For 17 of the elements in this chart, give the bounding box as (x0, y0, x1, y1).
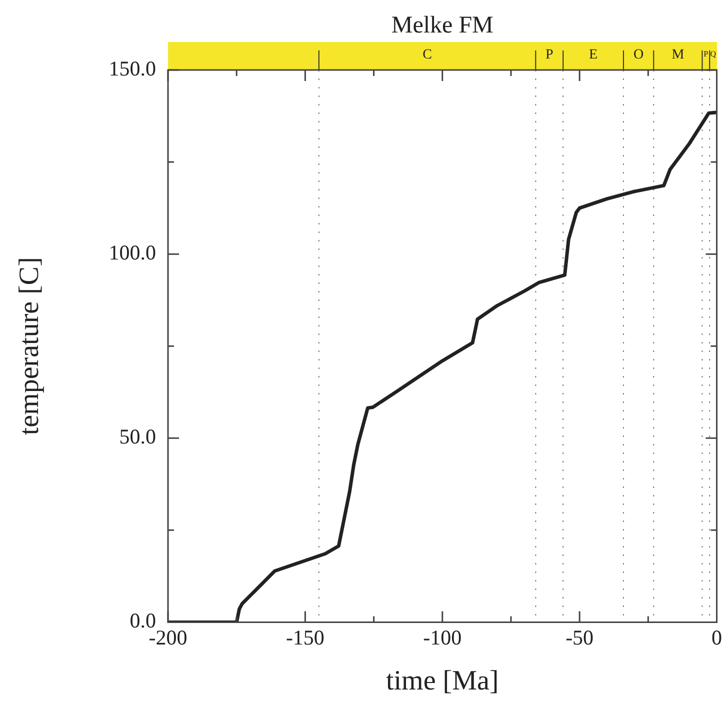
y-tick-label: 100.0 (108, 240, 156, 265)
x-tick-label: -150 (286, 625, 324, 650)
y-axis-title: temperature [C] (14, 257, 46, 436)
x-tick-label: -100 (423, 625, 462, 650)
x-tick-label: 0 (712, 625, 722, 650)
x-axis-title: time [Ma] (386, 666, 499, 697)
text: M (672, 47, 685, 62)
x-tick-label: -50 (566, 625, 594, 650)
text: Q (710, 50, 716, 59)
text: O (633, 47, 644, 62)
chart-title: Melke FM (391, 12, 494, 38)
text: E (589, 47, 598, 62)
text: P (704, 50, 709, 59)
y-tick-label: 50.0 (119, 424, 156, 449)
y-tick-label: 150.0 (108, 56, 156, 81)
text: P (545, 47, 554, 62)
text: C (422, 47, 432, 62)
